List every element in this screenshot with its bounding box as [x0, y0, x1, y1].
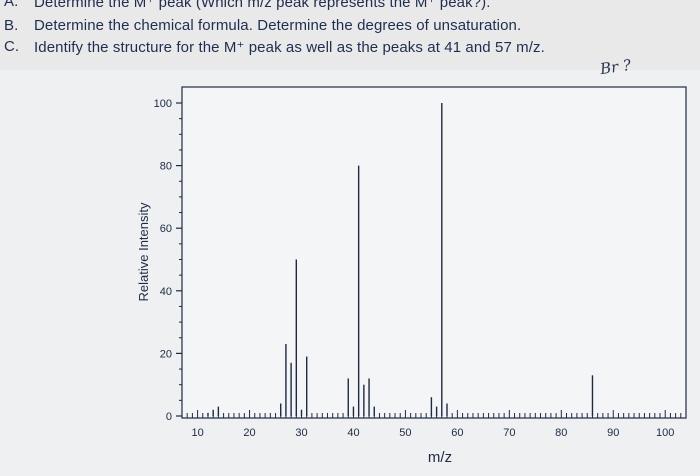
- question-a-letter: A.: [4, 0, 19, 10]
- x-axis: 10 20 30 40 50 60 70 80 90 100: [181, 410, 687, 439]
- question-a: A. Determine the M⁺ peak (Which m/z peak…: [4, 0, 491, 11]
- y-axis: 0 20 40 60 80 100: [154, 98, 182, 423]
- question-b: B. Determine the chemical formula. Deter…: [4, 17, 522, 34]
- x-tick-label: 30: [295, 427, 307, 439]
- x-tick-label: 10: [191, 427, 203, 439]
- x-tick-label: 20: [243, 427, 255, 439]
- x-tick-label: 90: [607, 427, 619, 439]
- x-tick-label: 70: [503, 427, 515, 439]
- y-tick-label: 100: [154, 98, 172, 110]
- y-tick-label: 40: [160, 286, 172, 298]
- x-tick-label: 50: [399, 427, 411, 439]
- x-tick-label: 80: [555, 427, 567, 439]
- y-tick-label: 0: [166, 411, 172, 423]
- x-axis-label: m/z: [428, 449, 452, 466]
- x-tick-label: 100: [656, 427, 674, 439]
- question-c-letter: C.: [4, 38, 20, 55]
- x-tick-label: 40: [347, 427, 359, 439]
- plot-area: [181, 86, 687, 419]
- y-tick-label: 60: [160, 223, 172, 235]
- question-c-text: Identify the structure for the M⁺ peak a…: [34, 39, 545, 56]
- question-b-letter: B.: [4, 17, 19, 34]
- question-a-text: Determine the M⁺ peak (Which m/z peak re…: [34, 0, 491, 11]
- question-c: C. Identify the structure for the M⁺ pea…: [4, 38, 545, 56]
- spectrum-peaks: [207, 103, 594, 416]
- question-b-text: Determine the chemical formula. Determin…: [34, 17, 522, 34]
- y-axis-label: Relative Intensity: [136, 202, 151, 301]
- y-tick-label: 80: [160, 161, 172, 173]
- question-list: A. Determine the M⁺ peak (Which m/z peak…: [0, 0, 700, 70]
- x-tick-label: 60: [451, 427, 463, 439]
- y-tick-label: 20: [160, 348, 172, 360]
